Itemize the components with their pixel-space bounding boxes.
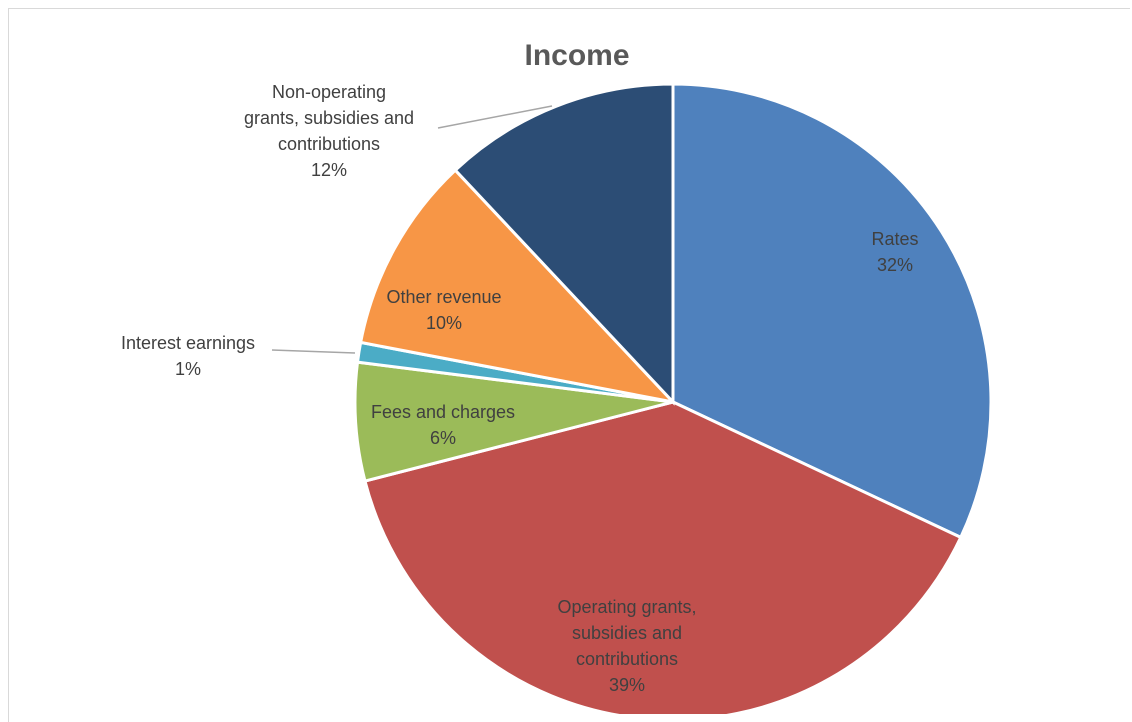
data-label-non-operating-grants-subsidies-and-contributions: Non-operating grants, subsidies and contri… <box>244 82 414 180</box>
pie-slices <box>353 82 993 714</box>
data-labels: Rates 32% Operating grants, subsidies and co… <box>121 82 919 695</box>
chart-title: Income <box>524 39 629 72</box>
pie-slice-other-revenue <box>358 168 678 405</box>
leader-lines <box>271 105 553 354</box>
pie-slice-fees-and-charges <box>353 360 674 483</box>
leader-line-non-operating-grants-subsidies-and-contributions <box>437 105 553 129</box>
data-label-interest-earnings: Interest earnings 1% <box>121 333 255 379</box>
leader-line-interest-earnings <box>271 349 356 354</box>
pie-slice-rates <box>671 82 993 540</box>
data-label-operating-grants-subsidies-and-contributions: Operating grants, subsidies and contributi… <box>557 597 696 695</box>
data-label-rates: Rates 32% <box>871 229 918 275</box>
pie-slice-non-operating-grants-subsidies-and-contributions <box>453 82 675 406</box>
data-label-fees-and-charges: Fees and charges 6% <box>371 402 515 448</box>
data-label-other-revenue: Other revenue 10% <box>386 287 501 333</box>
chart-frame <box>8 8 1130 722</box>
pie-slice-operating-grants-subsidies-and-contributions <box>363 400 963 714</box>
